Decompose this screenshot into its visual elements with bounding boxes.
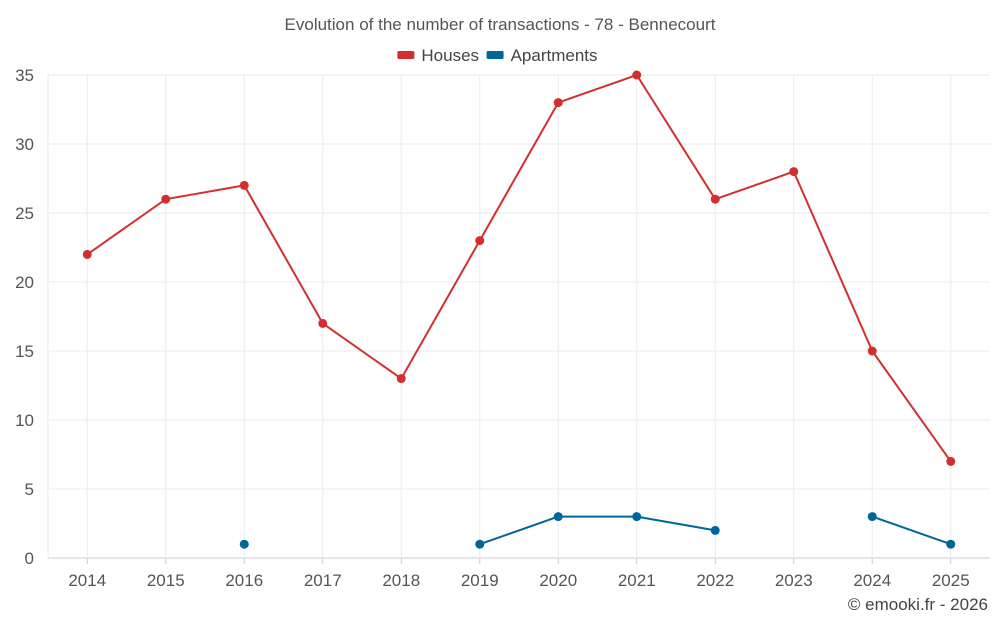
data-point-houses-2025	[946, 456, 956, 466]
x-tick-label: 2019	[461, 571, 499, 590]
data-point-apartments-2020	[553, 512, 563, 522]
data-point-houses-2017	[318, 318, 328, 328]
x-tick-label: 2023	[775, 571, 813, 590]
x-tick-label: 2014	[68, 571, 106, 590]
legend-swatch-apartments	[486, 51, 504, 59]
legend-label-houses: Houses	[421, 46, 479, 65]
data-point-houses-2024	[867, 346, 877, 356]
x-tick-label: 2017	[304, 571, 342, 590]
data-point-apartments-2025	[946, 539, 956, 549]
x-tick-label: 2018	[382, 571, 420, 590]
data-point-apartments-2016	[239, 539, 249, 549]
y-tick-label: 20	[15, 273, 34, 292]
chart-title: Evolution of the number of transactions …	[285, 15, 716, 34]
data-point-houses-2022	[710, 194, 720, 204]
data-point-houses-2020	[553, 98, 563, 108]
y-tick-label: 25	[15, 204, 34, 223]
data-point-houses-2015	[161, 194, 171, 204]
data-point-apartments-2019	[475, 539, 485, 549]
x-tick-label: 2020	[539, 571, 577, 590]
y-tick-label: 0	[25, 549, 34, 568]
data-point-houses-2018	[396, 374, 406, 384]
y-tick-label: 30	[15, 135, 34, 154]
x-tick-label: 2021	[618, 571, 656, 590]
y-tick-label: 15	[15, 342, 34, 361]
data-point-apartments-2024	[867, 512, 877, 522]
data-point-houses-2016	[239, 180, 249, 190]
y-tick-label: 35	[15, 66, 34, 85]
data-point-houses-2014	[82, 249, 92, 259]
data-point-apartments-2022	[710, 525, 720, 535]
grid	[47, 74, 990, 564]
plot-area	[82, 70, 956, 549]
series-line-houses	[86, 74, 952, 462]
legend: Houses Apartments	[397, 46, 598, 65]
series-line-apartments	[871, 515, 952, 546]
x-tick-label: 2025	[932, 571, 970, 590]
series-line-apartments	[479, 515, 716, 546]
legend-swatch-houses	[397, 51, 415, 59]
x-tick-label: 2022	[696, 571, 734, 590]
data-point-houses-2023	[789, 167, 799, 177]
legend-label-apartments: Apartments	[511, 46, 598, 65]
credit-text: © emooki.fr - 2026	[848, 595, 988, 614]
x-axis: 2014 2015 2016 2017 2018 2019 2020 2021 2022 2023…	[68, 571, 969, 590]
data-point-houses-2019	[475, 236, 485, 246]
y-axis: 0 5 10 15 20 25 30 35	[15, 66, 34, 568]
x-tick-label: 2015	[147, 571, 185, 590]
x-tick-label: 2016	[225, 571, 263, 590]
x-tick-label: 2024	[853, 571, 891, 590]
y-tick-label: 5	[25, 480, 34, 499]
data-point-houses-2021	[632, 70, 642, 80]
y-tick-label: 10	[15, 411, 34, 430]
data-point-apartments-2021	[632, 512, 642, 522]
